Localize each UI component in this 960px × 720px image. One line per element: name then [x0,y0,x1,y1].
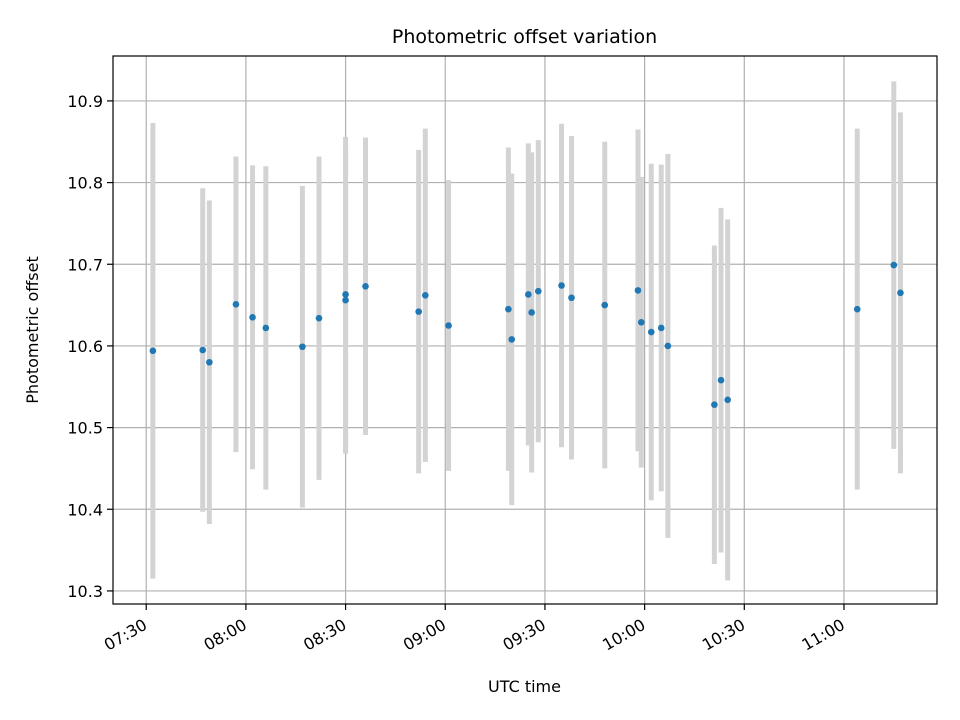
y-tick-label: 10.4 [67,500,103,519]
data-point [262,324,270,332]
data-point [634,287,642,294]
data-point [342,291,349,298]
data-point [853,305,861,313]
data-point [249,314,256,321]
data-point [711,401,718,409]
data-point [647,328,655,336]
data-point [534,287,542,295]
y-tick-label: 10.5 [67,419,103,438]
data-point [362,283,369,290]
data-point [637,318,645,326]
data-point [568,294,575,302]
y-tick-label: 10.8 [67,174,103,193]
data-point [890,261,898,269]
y-tick-label: 10.6 [67,337,103,356]
data-point [149,347,157,355]
data-point [724,396,731,404]
y-tick-label: 10.3 [67,582,103,601]
data-point [558,282,565,289]
data-point [717,376,725,384]
data-point [897,289,904,297]
data-point [422,291,429,299]
data-point [232,300,240,308]
data-point [199,346,207,354]
y-tick-label: 10.7 [67,255,103,274]
data-points [149,261,904,409]
data-point [528,309,535,316]
y-axis: 10.3 10.4 10.5 10.6 10.7 10.8 10.9 [67,92,113,601]
data-point [508,336,516,343]
data-point [299,343,306,351]
data-point [315,314,323,322]
y-tick-label: 10.9 [67,92,103,111]
data-point [445,322,452,329]
data-point [342,296,349,304]
y-axis-label: Photometric offset [23,256,42,404]
plot-frame [112,55,938,605]
data-point [664,342,672,350]
data-point [505,305,512,313]
chart-title: Photometric offset variation [392,26,657,48]
data-point [525,291,532,298]
data-point [206,358,213,366]
data-point [415,308,422,315]
data-point [657,324,665,332]
data-point [601,301,609,309]
x-axis-label: UTC time [488,677,561,696]
